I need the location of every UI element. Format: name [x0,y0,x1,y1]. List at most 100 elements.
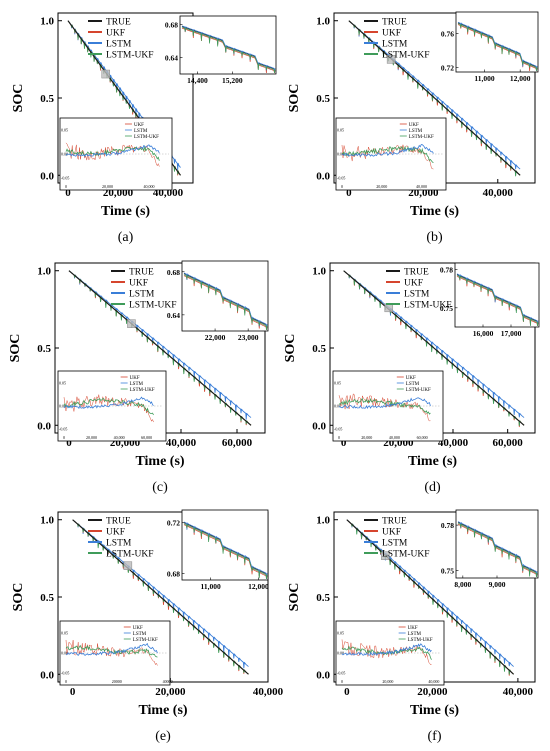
error-x-tick-label: 20,000 [361,435,372,441]
zoom-x-tick-label: 12,000 [510,74,531,83]
x-tick-label: 20,000 [155,686,186,698]
error-inset: 0.050.00-0.050 20,000 40,000UKFLSTMLSTM-UK… [335,117,447,191]
error-x-tick-label: 40000 [163,679,173,684]
legend-label: UKF [106,29,125,39]
zoom-series-lstm-ukf [183,523,268,580]
x-tick-label: 0 [66,437,72,449]
error-x-tick-label: 0 [65,679,67,684]
legend-label: LSTM-UKF [404,301,452,311]
legend-label: LSTM [382,40,408,50]
zoom-series-lstm-ukf [183,274,268,331]
y-tick-label: 0.5 [37,343,51,355]
error-series-lstm [63,396,154,410]
error-x-tick-label: 40,000 [114,435,125,441]
error-x-tick-label: 40,000 [389,435,400,441]
zoom-y-tick-label: 0.68 [167,570,180,579]
zoom-series-lstm-ukf [457,522,538,578]
zoom-y-tick-label: 0.68 [165,20,178,29]
error-y-tick-label: -0.05 [61,671,69,676]
legend-label: UKF [382,528,401,538]
error-series-ukf [65,639,158,666]
legend-label: LSTM [106,539,132,549]
error-y-tick-label: -0.05 [337,176,345,181]
series-line-true [348,20,521,176]
error-y-tick-label: 0.05 [61,128,68,133]
legend-label: LSTM-UKF [382,51,430,61]
x-tick-label: 0 [344,686,350,698]
error-x-tick-label: 0 [338,435,340,440]
legend-label: LSTM-UKF [106,51,154,61]
error-series-lstm-ukf [65,145,160,161]
y-axis-title: SOC [11,583,26,612]
zoom-series-lstm-ukf [456,275,539,327]
y-tick-label: 1.0 [312,266,326,278]
x-tick-label: 0 [341,437,347,449]
error-y-tick-label: -0.05 [337,671,345,676]
error-series-lstm [65,144,160,158]
zoom-inset-frame [181,260,269,332]
zoom-x-tick-label: 22,000 [205,333,226,342]
error-x-tick-label: 20,000 [102,184,113,190]
error-y-tick-label: 0.05 [337,631,344,636]
error-legend-label: LSTM [134,129,148,134]
chart-panel: 0 20,000 40,000 0.0 0.5 1.0 Time (s) SOC (a) TRUE… [11,12,277,245]
x-tick-label: 60,000 [493,437,524,449]
error-legend-label: LSTM-UKF [134,135,159,140]
error-series-lstm [338,397,431,409]
legend-label: LSTM-UKF [106,550,154,560]
y-axis-title: SOC [287,84,302,113]
series-line-true [68,270,252,426]
error-inset: 0.050.00-0.050 20,000 40,000UKFLSTMLSTM-UK… [59,117,173,191]
legend-label: LSTM-UKF [129,301,177,311]
x-tick-label: 40,000 [483,187,514,199]
y-tick-label: 0.5 [40,93,54,105]
chart-panel: 0 20,000 40,000 0.0 0.5 1.0 Time (s) SOC (e) TRUE… [11,509,284,744]
panel-label: (b) [426,230,443,245]
zoom-series-lstm [183,272,268,330]
legend-label: UKF [106,528,125,538]
y-tick-label: 0.0 [40,170,54,182]
zoom-series-lstm-ukf [457,23,538,72]
error-legend-label: LSTM-UKF [130,388,155,393]
error-legend-label: LSTM-UKF [133,638,158,643]
error-series-lstm [341,144,434,157]
y-axis-title: SOC [8,334,23,363]
panel-label: (d) [424,480,441,495]
zoom-inset: 22,000 23,000 0.64 0.68 [167,260,269,342]
zoom-series-ukf [183,524,268,580]
error-legend-label: LSTM [130,382,144,387]
zoom-y-tick-label: 0.76 [441,29,454,38]
error-x-tick-label: 0 [341,679,343,684]
x-axis-title: Time (s) [410,204,459,219]
legend-label: TRUE [404,268,429,278]
error-inset: 0.050.00-0.050 20,000 40,000 60,000UKFLSTML… [332,370,444,442]
zoom-y-tick-label: 0.75 [441,566,454,575]
error-x-tick-label: 0 [341,184,343,189]
error-series-lstm-ukf [65,644,158,658]
legend-label: LSTM [106,40,132,50]
error-legend-label: LSTM [409,129,423,134]
zoom-series-ukf [457,24,538,72]
zoom-x-tick-label: 11,000 [201,582,221,591]
panel-label: (f) [428,729,442,744]
legend-label: UKF [382,29,401,39]
x-axis-title: Time (s) [135,454,184,469]
zoom-y-tick-label: 0.64 [167,311,180,320]
zoom-x-tick-label: 12,000 [248,582,269,591]
legend-label: UKF [404,279,423,289]
chart-panel: 0 20,000 40,000 0.0 0.5 1.0 Time (s) SOC (b) TRUE… [287,11,539,245]
error-legend-label: LSTM [408,632,422,637]
error-y-tick-label: -0.05 [334,427,342,432]
error-series-ukf [338,393,431,422]
legend-label: TRUE [106,517,131,527]
legend-label: TRUE [382,517,407,527]
legend-label: LSTM-UKF [382,550,430,560]
error-x-tick-label: 20,000 [86,435,97,441]
y-tick-label: 0.5 [40,592,54,604]
chart-panel: 0 20,000 40,000 60,000 0.0 0.5 1.0 Time (s) SOC (… [283,262,540,495]
zoom-inset: 14,400 15,200 0.64 0.68 [165,15,277,85]
chart-panel: 0 20,000 40,000 60,000 0.0 0.5 1.0 Time (s) SOC (… [8,260,269,495]
error-legend-label: UKF [134,123,144,128]
